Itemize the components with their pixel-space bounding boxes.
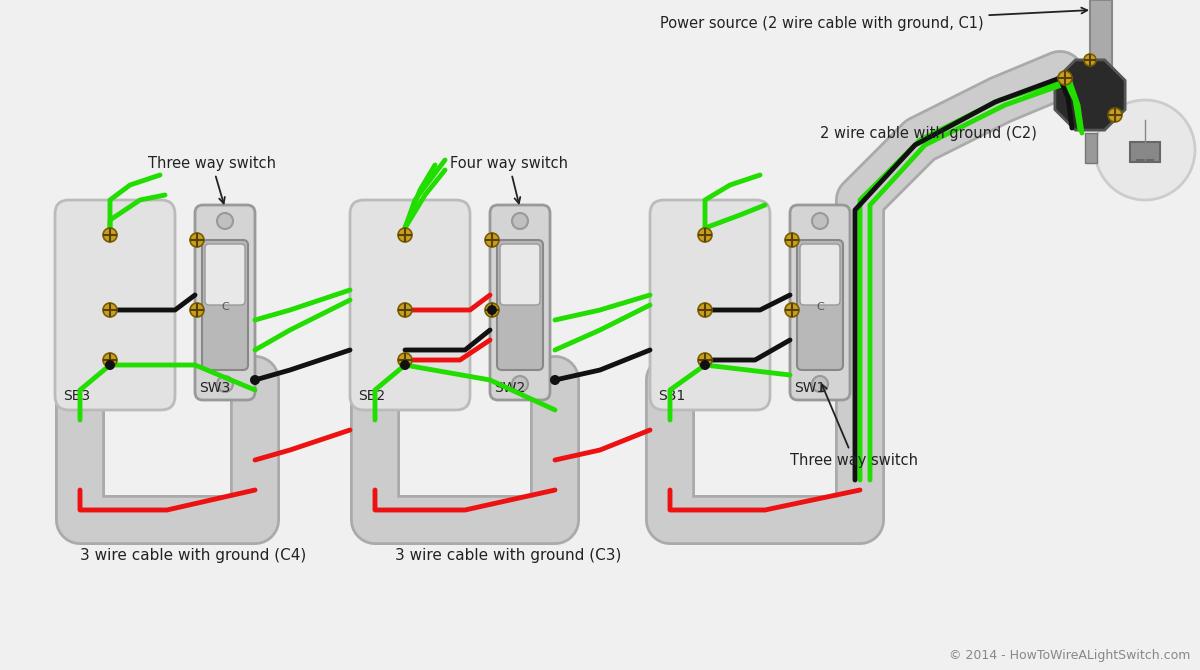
Circle shape [190, 233, 204, 247]
Polygon shape [1055, 60, 1126, 130]
Circle shape [512, 213, 528, 229]
FancyBboxPatch shape [205, 244, 245, 305]
Circle shape [487, 305, 497, 315]
Circle shape [550, 375, 560, 385]
Text: SW2: SW2 [494, 381, 526, 395]
Circle shape [103, 353, 118, 367]
Text: Three way switch: Three way switch [148, 156, 276, 204]
Circle shape [1084, 54, 1096, 66]
Text: SW3: SW3 [199, 381, 230, 395]
Circle shape [103, 228, 118, 242]
Text: 3 wire cable with ground (C3): 3 wire cable with ground (C3) [395, 548, 622, 563]
Text: 3 wire cable with ground (C4): 3 wire cable with ground (C4) [80, 548, 306, 563]
Bar [1130, 142, 1160, 162]
FancyBboxPatch shape [800, 244, 840, 305]
Circle shape [485, 233, 499, 247]
Text: C: C [221, 302, 229, 312]
Text: SB2: SB2 [358, 389, 385, 403]
Circle shape [698, 228, 712, 242]
Circle shape [400, 360, 410, 370]
Bar [1090, 0, 1112, 80]
Circle shape [812, 213, 828, 229]
FancyBboxPatch shape [55, 200, 175, 410]
Circle shape [785, 233, 799, 247]
FancyBboxPatch shape [490, 205, 550, 400]
Text: 2 wire cable with ground (C2): 2 wire cable with ground (C2) [820, 126, 1037, 141]
FancyBboxPatch shape [497, 240, 542, 370]
Text: SB3: SB3 [64, 389, 90, 403]
Circle shape [398, 353, 412, 367]
FancyBboxPatch shape [202, 240, 248, 370]
Wedge shape [1094, 100, 1195, 200]
Circle shape [190, 303, 204, 317]
Circle shape [1058, 71, 1072, 85]
Text: SB1: SB1 [658, 389, 685, 403]
Circle shape [698, 353, 712, 367]
Circle shape [103, 303, 118, 317]
Circle shape [1108, 108, 1122, 122]
FancyBboxPatch shape [790, 205, 850, 400]
FancyBboxPatch shape [650, 200, 770, 410]
Text: Three way switch: Three way switch [790, 385, 918, 468]
Text: Power source (2 wire cable with ground, C1): Power source (2 wire cable with ground, … [660, 7, 1087, 31]
FancyBboxPatch shape [350, 200, 470, 410]
Text: SW1: SW1 [794, 381, 826, 395]
Circle shape [485, 303, 499, 317]
Circle shape [812, 376, 828, 392]
Circle shape [106, 360, 115, 370]
FancyBboxPatch shape [500, 244, 540, 305]
Circle shape [217, 213, 233, 229]
Text: Four way switch: Four way switch [450, 156, 568, 203]
Circle shape [398, 303, 412, 317]
Circle shape [700, 360, 710, 370]
Circle shape [217, 376, 233, 392]
FancyBboxPatch shape [797, 240, 842, 370]
Circle shape [512, 376, 528, 392]
Text: C: C [816, 302, 824, 312]
Circle shape [398, 228, 412, 242]
Text: © 2014 - HowToWireALightSwitch.com: © 2014 - HowToWireALightSwitch.com [949, 649, 1190, 662]
Bar [1085, 133, 1097, 163]
Circle shape [250, 375, 260, 385]
FancyBboxPatch shape [196, 205, 256, 400]
Circle shape [698, 303, 712, 317]
Circle shape [785, 303, 799, 317]
